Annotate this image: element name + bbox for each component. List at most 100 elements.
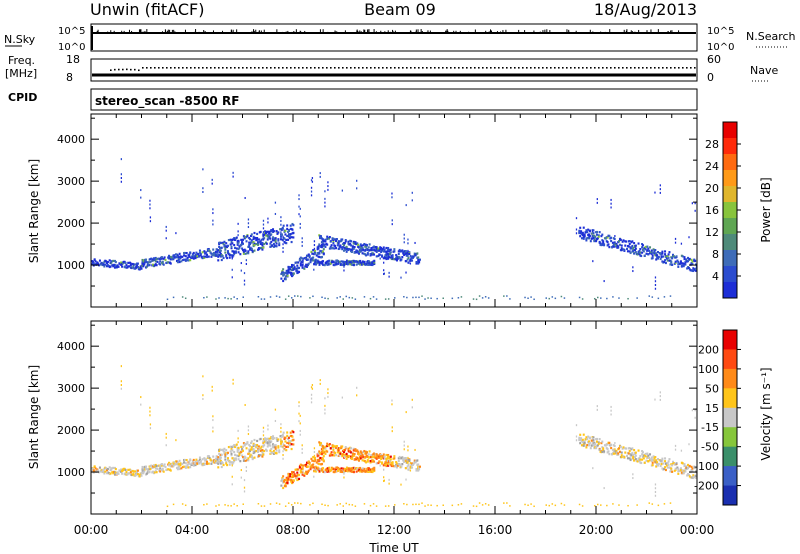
velocity-cell [406, 465, 409, 468]
power-cell [694, 269, 697, 272]
velocity-cell [183, 465, 186, 468]
power-cell [371, 263, 374, 267]
power-cell [341, 238, 344, 241]
nave-dot [442, 67, 444, 69]
power-cell [235, 236, 238, 239]
power-cell [212, 208, 214, 211]
power-cell [284, 298, 287, 300]
power-cell [287, 233, 290, 236]
power-cell [406, 258, 409, 261]
power-cell [579, 235, 582, 238]
velocity-cell [125, 471, 128, 474]
velocity-cell [199, 461, 202, 464]
nave-dot [694, 67, 696, 69]
velocity-cell [277, 446, 280, 449]
velocity-cell [237, 429, 239, 432]
power-cell [212, 219, 214, 222]
velocity-cell [674, 448, 677, 451]
velocity-cell [411, 398, 413, 401]
velocity-cell [288, 444, 291, 447]
velocity-cell [179, 464, 182, 467]
velocity-cell [274, 408, 277, 411]
velocity-cell [640, 461, 643, 465]
power-cell [418, 261, 421, 264]
power-cell [223, 243, 226, 247]
velocity-cell [642, 457, 645, 460]
power-cell [304, 265, 307, 268]
power-cell [378, 249, 381, 252]
velocity-cell [178, 467, 181, 471]
velocity-cell [188, 462, 191, 465]
velocity-cell [636, 504, 638, 506]
velocity-cell [451, 504, 454, 507]
velocity-cell [654, 398, 656, 401]
velocity-cell [175, 439, 177, 442]
power-cell [117, 265, 120, 268]
velocity-cell [282, 486, 285, 490]
velocity-cell [382, 453, 385, 456]
power-cell [226, 244, 229, 247]
velocity-data [91, 365, 697, 508]
velocity-cell [333, 454, 336, 457]
power-cell [410, 257, 413, 260]
velocity-cell [617, 453, 620, 456]
velocity-cell [411, 406, 413, 409]
power-cell [393, 250, 396, 253]
velocity-cell [232, 445, 235, 448]
velocity-cell [136, 469, 139, 472]
velocity-cell [634, 458, 637, 461]
velocity-cell [659, 398, 661, 401]
power-cell [202, 187, 204, 190]
velocity-cell [116, 471, 119, 474]
power-cell [578, 296, 581, 299]
power-cell [288, 234, 291, 238]
velocity-cell [591, 437, 594, 440]
power-cell [243, 272, 246, 275]
velocity-cell [651, 464, 654, 467]
velocity-cell [102, 470, 105, 473]
power-cell [341, 189, 344, 192]
power-cell [648, 295, 651, 297]
power-cell [266, 238, 269, 241]
power-cell [288, 237, 291, 240]
velocity-cell [289, 473, 292, 476]
power-cell [657, 297, 660, 300]
power-cell [318, 255, 321, 259]
power-cell [160, 257, 163, 260]
power-cell [634, 248, 637, 252]
velocity-cell [563, 504, 566, 506]
power-cell [113, 266, 116, 269]
power-cell [322, 260, 325, 263]
velocity-cell [317, 454, 320, 457]
cpid-value: stereo_scan -8500 RF [95, 94, 239, 109]
power-cell [345, 295, 348, 298]
velocity-cell [212, 426, 214, 429]
nave-dot [514, 67, 516, 69]
velocity-cell [683, 463, 686, 466]
power-cell [360, 263, 363, 266]
power-cell [264, 234, 267, 237]
velocity-cell [177, 463, 180, 466]
velocity-cell [189, 466, 192, 469]
power-cell [695, 266, 697, 269]
velocity-cell [401, 463, 404, 466]
power-cell [149, 199, 151, 202]
velocity-cell [274, 447, 277, 450]
power-cell [610, 239, 613, 243]
cpid-label: CPID [8, 91, 37, 104]
velocity-cell [142, 467, 145, 471]
power-cell [409, 258, 412, 261]
power-cell [656, 250, 659, 254]
velocity-colorbar-swatch [723, 485, 737, 506]
power-cell [411, 259, 414, 262]
velocity-cell [363, 467, 366, 471]
velocity-cell [581, 505, 584, 507]
velocity-cell [418, 503, 420, 506]
velocity-cell [203, 457, 206, 460]
velocity-cell [404, 456, 407, 460]
velocity-cell [679, 469, 682, 472]
power-cell [613, 237, 616, 241]
power-cell [310, 186, 313, 189]
velocity-cell [290, 480, 293, 483]
power-cell [285, 242, 288, 245]
